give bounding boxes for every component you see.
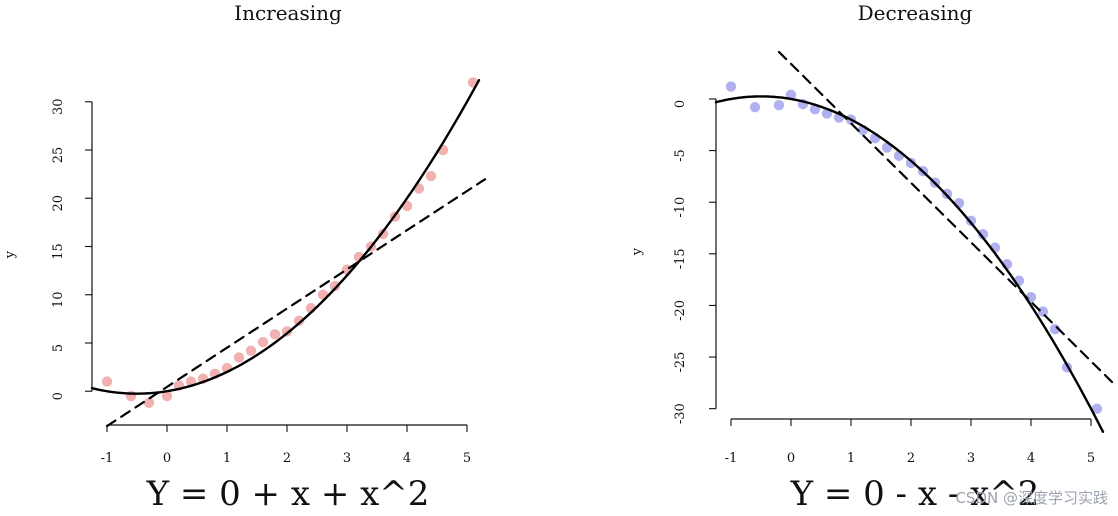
y-axis-label: y xyxy=(3,250,18,259)
x-tick-label: 3 xyxy=(967,451,975,466)
x-tick-label: 4 xyxy=(403,451,411,466)
chart-title: Increasing xyxy=(234,1,342,25)
x-tick-label: 2 xyxy=(907,451,915,466)
scatter-point xyxy=(725,81,737,92)
quadratic-fit-line xyxy=(90,78,481,395)
y-tick-label: -20 xyxy=(673,300,688,321)
equation-caption: Y = 0 - x - x^2 xyxy=(790,474,1040,514)
y-tick-label: -10 xyxy=(673,197,688,218)
equation-caption: Y = 0 + x + x^2 xyxy=(146,474,430,514)
x-tick-label: -1 xyxy=(101,451,114,466)
scatter-point xyxy=(1037,306,1049,317)
scatter-point xyxy=(143,397,155,409)
y-tick-label: 25 xyxy=(51,147,66,164)
y-tick-label: -30 xyxy=(673,403,688,424)
scatter-point xyxy=(269,329,281,340)
scatter-point xyxy=(773,99,785,111)
x-tick-label: 5 xyxy=(1087,451,1095,466)
x-tick-label: 4 xyxy=(1027,451,1035,466)
y-tick-label: -5 xyxy=(673,149,688,162)
linear-fit-line xyxy=(105,178,487,428)
scatter-point xyxy=(1091,403,1103,414)
y-tick-label: 15 xyxy=(51,243,66,260)
scatter-point xyxy=(101,376,113,387)
y-tick-label: 20 xyxy=(51,195,66,212)
scatter-point xyxy=(257,336,269,348)
x-tick-label: 0 xyxy=(163,451,171,466)
linear-fit-line xyxy=(777,50,1114,384)
y-tick-label: 0 xyxy=(673,100,688,108)
y-tick-label: 10 xyxy=(51,291,66,308)
watermark: CSDN @深度学习实践 xyxy=(955,489,1108,507)
x-tick-label: -1 xyxy=(725,451,738,466)
scatter-point xyxy=(329,280,341,292)
scatter-point xyxy=(905,157,917,169)
chart-panel-0: Increasing y 0 5 10 15 20 25 30 -1 0 1 2 3 4 5 Y = 0 + x… xyxy=(3,1,487,514)
chart-title: Decreasing xyxy=(858,1,973,25)
y-axis-label: y xyxy=(630,247,645,256)
scatter-point xyxy=(233,352,245,363)
scatter-point xyxy=(293,315,305,326)
x-tick-label: 0 xyxy=(787,451,795,466)
x-tick-label: 5 xyxy=(463,451,471,466)
x-tick-label: 2 xyxy=(283,451,291,466)
scatter-point xyxy=(425,170,437,182)
quadratic-fit-line xyxy=(714,95,1105,433)
y-tick-label: -15 xyxy=(673,248,688,269)
y-tick-label: -25 xyxy=(673,352,688,373)
y-tick-label: 30 xyxy=(51,98,66,115)
x-tick-label: 1 xyxy=(847,451,855,466)
scatter-point xyxy=(245,345,257,356)
scatter-point xyxy=(977,229,989,240)
y-tick-label: 5 xyxy=(51,344,66,352)
x-tick-label: 1 xyxy=(223,451,231,466)
scatter-point xyxy=(749,102,761,113)
x-tick-label: 3 xyxy=(343,451,351,466)
y-tick-label: 0 xyxy=(51,392,66,400)
scatter-point xyxy=(161,390,173,402)
